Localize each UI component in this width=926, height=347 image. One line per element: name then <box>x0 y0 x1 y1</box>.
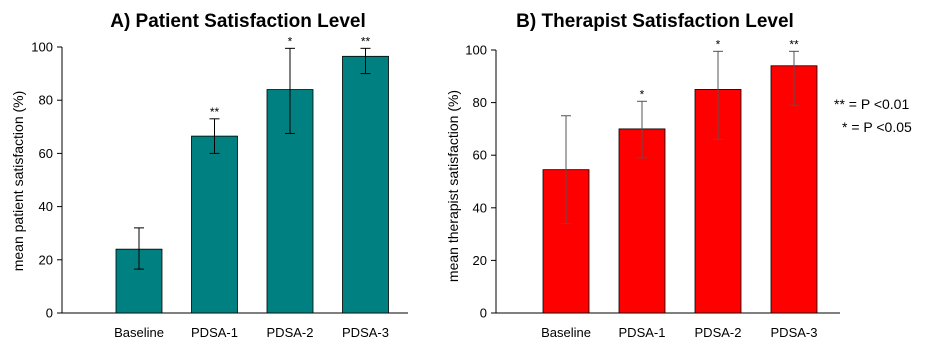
significance-note-p05: * = P <0.05 <box>842 119 912 135</box>
y-tick-label: 100 <box>465 43 487 58</box>
x-tick-label: PDSA-1 <box>619 325 666 340</box>
y-tick-label: 60 <box>473 148 487 163</box>
significance-marker: * <box>288 34 293 48</box>
x-tick-label: PDSA-2 <box>695 325 742 340</box>
chart-title: A) Patient Satisfaction Level <box>110 11 366 32</box>
y-tick-label: 60 <box>39 146 53 161</box>
therapist-satisfaction-chart: B) Therapist Satisfaction Level mean the… <box>445 11 840 340</box>
y-tick-label: 100 <box>31 40 53 55</box>
y-tick-label: 80 <box>473 95 487 110</box>
significance-legend: ** = P <0.01 * = P <0.05 <box>834 96 912 135</box>
significance-marker: ** <box>789 37 799 51</box>
significance-note-p01: ** = P <0.01 <box>834 96 909 112</box>
significance-marker: ** <box>361 34 371 48</box>
y-tick-label: 20 <box>39 252 53 267</box>
x-tick-label: PDSA-3 <box>342 325 389 340</box>
y-axis-label: mean therapist satisfaction (%) <box>445 90 461 282</box>
patient-satisfaction-chart: A) Patient Satisfaction Level mean patie… <box>10 11 408 340</box>
x-tick-label: Baseline <box>114 325 164 340</box>
x-tick-label: PDSA-2 <box>267 325 314 340</box>
significance-marker: * <box>716 37 721 51</box>
y-tick-label: 40 <box>473 200 487 215</box>
y-tick-label: 0 <box>480 306 487 321</box>
y-tick-label: 0 <box>46 306 53 321</box>
bar <box>618 128 666 314</box>
x-tick-label: Baseline <box>541 325 591 340</box>
bar <box>770 65 818 314</box>
significance-marker: * <box>640 87 645 101</box>
bar <box>191 135 238 314</box>
significance-marker: ** <box>210 105 220 119</box>
bar <box>342 55 389 314</box>
y-tick-label: 20 <box>473 253 487 268</box>
chart-title: B) Therapist Satisfaction Level <box>516 11 794 32</box>
y-tick-label: 80 <box>39 93 53 108</box>
x-tick-label: PDSA-3 <box>771 325 818 340</box>
x-tick-label: PDSA-1 <box>191 325 238 340</box>
y-axis-label: mean patient satisfaction (%) <box>10 91 26 272</box>
y-tick-label: 40 <box>39 199 53 214</box>
